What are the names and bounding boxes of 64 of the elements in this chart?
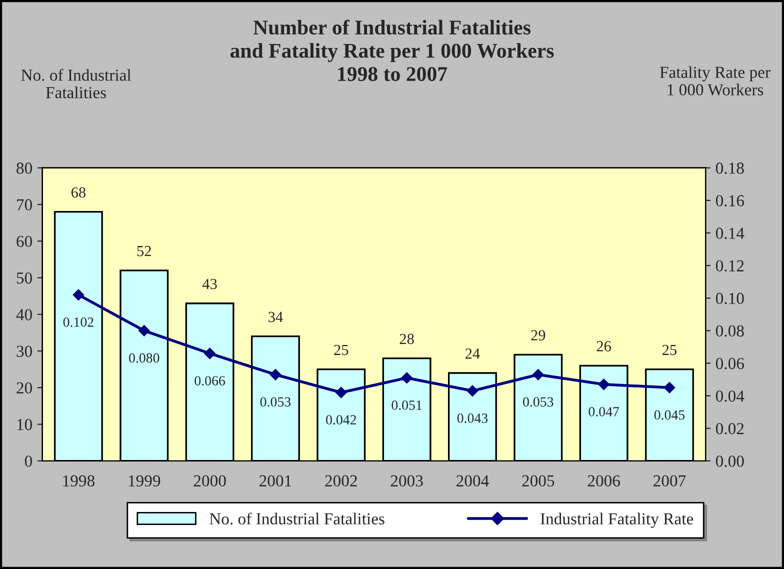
x-tick-label: 2004 xyxy=(456,475,489,487)
point xyxy=(138,325,150,336)
x-tick-label: 2006 xyxy=(588,475,620,487)
y2-tick-label: 0.10 xyxy=(716,292,744,304)
data-label: 0.043 xyxy=(457,414,488,423)
y2-tick-label: 0.08 xyxy=(716,325,744,337)
data-label: 68 xyxy=(71,187,86,198)
data-label: 0.045 xyxy=(654,410,685,420)
y2-tick-label: 0.06 xyxy=(716,358,744,370)
data-label: 52 xyxy=(137,246,151,256)
point xyxy=(204,348,216,360)
data-label: 34 xyxy=(268,312,283,322)
x-tick-label: 1998 xyxy=(63,475,94,487)
y2-tick-label: 0.12 xyxy=(716,260,744,272)
data-label: 0.080 xyxy=(129,353,160,363)
data-label: 29 xyxy=(531,330,546,340)
chart-title: Number of Industrial Fatalities and Fatality Rate per 1 000 Workers 1998 to 2007 xyxy=(230,20,554,82)
point xyxy=(401,372,412,384)
y-tick-label: 0 xyxy=(24,456,32,467)
data-label: 24 xyxy=(466,348,480,359)
data-label: 28 xyxy=(400,334,414,344)
point xyxy=(532,369,544,380)
data-label: 0.051 xyxy=(392,400,422,410)
y-tick-label: 50 xyxy=(16,272,32,284)
data-label: 0.053 xyxy=(523,397,554,407)
y2-tick-label: 0.18 xyxy=(716,162,744,174)
point xyxy=(664,382,676,394)
y-tick-label: 20 xyxy=(16,382,32,394)
x-tick-label: 2007 xyxy=(654,475,686,487)
x-tick-label: 2002 xyxy=(325,475,357,487)
y2-tick-label: 0.16 xyxy=(716,195,744,206)
y2-tick-label: 0.04 xyxy=(716,390,744,402)
data-label: 0.053 xyxy=(260,397,291,407)
y-tick-label: 30 xyxy=(16,346,32,357)
x-tick-label: 2000 xyxy=(194,475,226,487)
x-tick-label: 2001 xyxy=(260,475,292,487)
data-label: 25 xyxy=(662,344,677,356)
legend-label: No. of Industrial Fatalities xyxy=(210,512,384,525)
y-tick-label: 60 xyxy=(16,236,32,248)
y-tick-label: 70 xyxy=(17,199,32,210)
y-tick-label: 40 xyxy=(16,309,32,320)
point xyxy=(270,369,282,380)
y-tick-label: 10 xyxy=(17,418,32,430)
data-label: 0.102 xyxy=(63,317,94,327)
legend-label: Industrial Fatality Rate xyxy=(540,512,694,528)
data-label: 0.066 xyxy=(194,376,226,386)
data-label: 25 xyxy=(334,344,348,356)
x-tick-label: 2005 xyxy=(522,475,554,487)
x-tick-label: 1999 xyxy=(128,475,160,487)
y-tick-label: 80 xyxy=(16,162,32,174)
point xyxy=(598,378,610,390)
data-label: 26 xyxy=(596,341,611,352)
point xyxy=(466,385,478,396)
x-tick-label: 2003 xyxy=(390,475,423,487)
point xyxy=(336,386,347,398)
y2-tick-label: 0.00 xyxy=(716,456,744,467)
y2-tick-label: 0.14 xyxy=(716,228,744,239)
point xyxy=(72,289,84,300)
y-axis-title: No. of Industrial Fatalities xyxy=(21,68,132,98)
y2-axis-title: Fatality Rate per 1 000 Workers xyxy=(660,66,770,96)
y2-tick-label: 0.02 xyxy=(716,423,744,434)
data-label: 0.042 xyxy=(326,415,356,425)
data-label: 0.047 xyxy=(588,407,620,416)
data-label: 43 xyxy=(202,278,217,290)
